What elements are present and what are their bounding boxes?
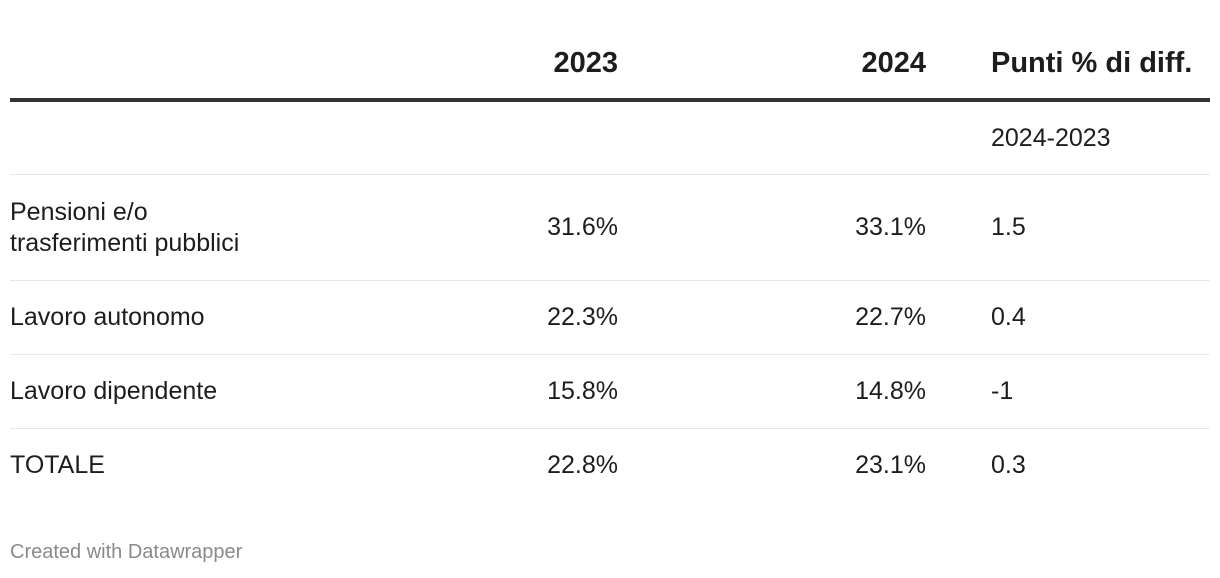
column-header-2024: 2024 [618, 28, 926, 102]
cell-diff: 0.3 [991, 451, 1026, 479]
row-label: Pensioni e/o trasferimenti pubblici [10, 174, 480, 281]
row-label-line: Pensioni e/o [10, 197, 148, 226]
cell-diff: -1 [926, 354, 1210, 429]
table-row: Pensioni e/o trasferimenti pubblici 31.6… [10, 174, 1210, 281]
column-header-2023: 2023 [480, 28, 618, 102]
data-table: 2023 2024 Punti % di diff. 2024-2023 Pen… [10, 28, 1210, 502]
subheader-label-cell [10, 100, 480, 175]
cell-2024: 22.7% [618, 280, 926, 355]
subheader-diff-cell: 2024-2023 [926, 100, 1210, 175]
subheader-row: 2024-2023 [10, 100, 1210, 175]
cell-2024: 23.1% [855, 451, 926, 479]
cell-2024: 14.8% [618, 354, 926, 429]
cell-2024: 33.1% [618, 174, 926, 281]
cell-2023: 22.3% [480, 280, 618, 355]
cell-2023: 15.8% [480, 354, 618, 429]
cell-2023: 31.6% [480, 174, 618, 281]
row-label: Lavoro autonomo [10, 280, 480, 355]
column-header-diff: Punti % di diff. [926, 28, 1210, 102]
cell-2023: 22.8% [547, 451, 618, 479]
row-label: Lavoro dipendente [10, 354, 480, 429]
table-row: Lavoro dipendente 15.8% 14.8% -1 [10, 354, 1210, 429]
column-header-label [10, 28, 480, 102]
footer-credit: Created with Datawrapper [10, 541, 243, 563]
row-label-line: trasferimenti pubblici [10, 228, 240, 257]
table-header-row: 2023 2024 Punti % di diff. [10, 28, 1210, 102]
row-label: TOTALE [10, 451, 105, 479]
cell-diff: 1.5 [926, 174, 1210, 281]
table-row-total: TOTALE 22.8% 23.1% 0.3 [10, 429, 1210, 503]
table-row: Lavoro autonomo 22.3% 22.7% 0.4 [10, 280, 1210, 355]
subheader-2023-cell [480, 100, 618, 175]
subheader-2024-cell [618, 100, 926, 175]
cell-diff: 0.4 [926, 280, 1210, 355]
data-table-container: 2023 2024 Punti % di diff. 2024-2023 Pen… [10, 28, 1210, 502]
